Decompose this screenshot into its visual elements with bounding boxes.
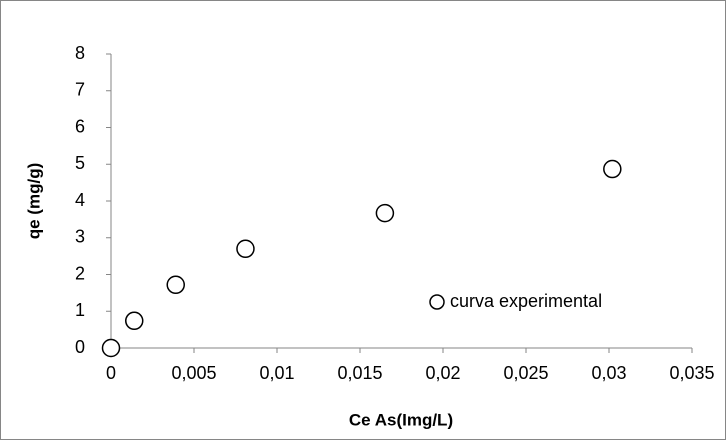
y-tick-label: 4 xyxy=(75,190,85,210)
point xyxy=(236,239,255,259)
x-tick-label: 0,015 xyxy=(337,363,382,383)
y-tick-label: 2 xyxy=(75,263,85,283)
y-tick-label: 1 xyxy=(75,300,85,320)
y-tick-label: 7 xyxy=(75,80,85,100)
x-axis-title: Ce As(Img/L) xyxy=(349,410,453,429)
y-tick-label: 5 xyxy=(75,153,85,173)
x-tick-label: 0,01 xyxy=(259,363,294,383)
y-tick-label: 8 xyxy=(75,43,85,63)
point xyxy=(375,203,395,223)
x-tick-label: 0,035 xyxy=(669,363,714,383)
y-tick-label: 0 xyxy=(75,337,85,357)
x-tick-label: 0,03 xyxy=(591,363,626,383)
point xyxy=(124,311,144,331)
point xyxy=(603,159,622,179)
legend-label: curva experimental xyxy=(450,291,602,311)
point xyxy=(101,338,121,358)
legend-marker xyxy=(429,294,445,310)
x-tick-label: 0,02 xyxy=(425,363,460,383)
x-tick-label: 0,025 xyxy=(503,363,548,383)
y-tick-label: 3 xyxy=(75,227,85,247)
y-axis-title: qe (mg/g) xyxy=(24,163,43,240)
y-tick-label: 6 xyxy=(75,116,85,136)
x-tick-label: 0 xyxy=(106,363,116,383)
x-tick-label: 0,005 xyxy=(171,363,216,383)
point xyxy=(166,275,185,295)
